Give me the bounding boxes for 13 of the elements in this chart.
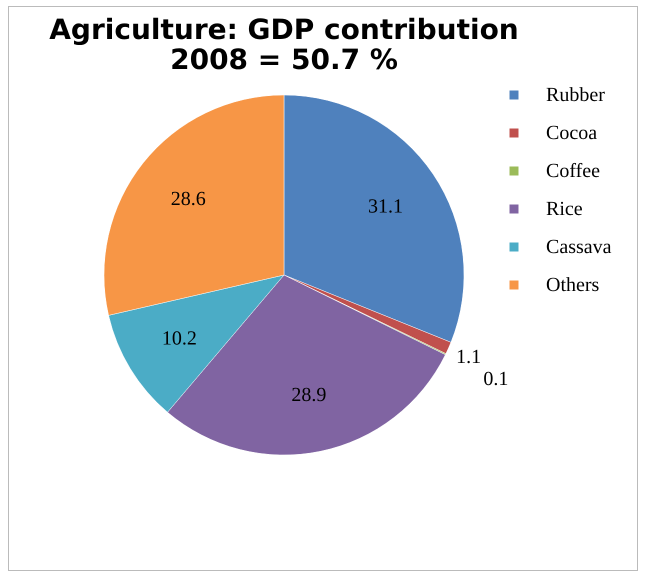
legend-label: Rubber (546, 84, 606, 106)
chart-title: Agriculture: GDP contribution 2008 = 50.7 % (49, 13, 519, 76)
legend-label: Rice (546, 198, 583, 220)
legend-label: Cassava (546, 236, 612, 258)
legend-label: Coffee (546, 160, 600, 182)
data-label: 31.1 (368, 196, 403, 218)
data-label: 28.6 (170, 188, 206, 210)
legend-label: Cocoa (546, 122, 598, 144)
data-label: 0.1 (483, 368, 508, 390)
data-label: 28.9 (291, 384, 326, 406)
data-label: 1.1 (456, 346, 482, 368)
data-label: 10.2 (162, 328, 197, 350)
legend-label: Others (546, 274, 600, 296)
